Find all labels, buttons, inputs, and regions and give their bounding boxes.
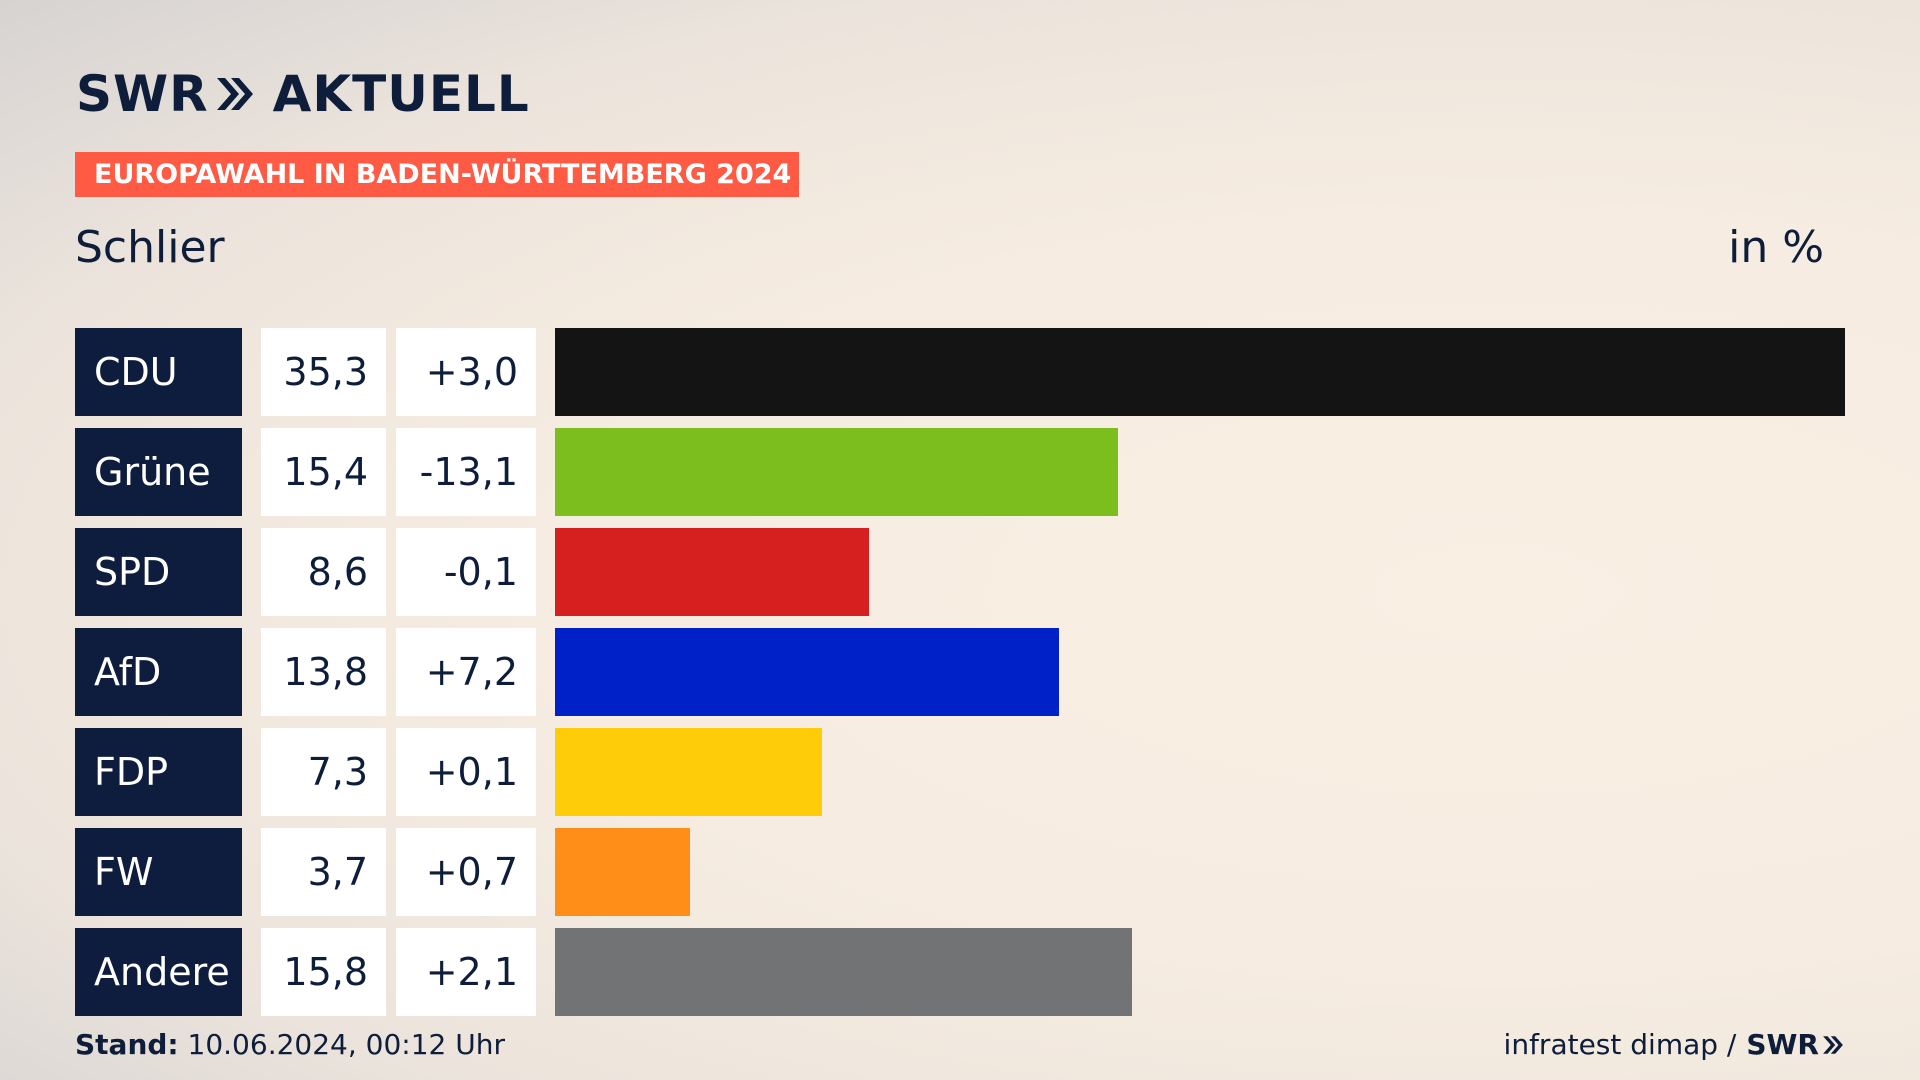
percentage-value: 3,7 — [261, 828, 386, 916]
result-row: AfD 13,8 +7,2 — [75, 628, 1845, 716]
party-label: FW — [75, 828, 242, 916]
election-banner: EUROPAWAHL IN BADEN-WÜRTTEMBERG 2024 — [75, 152, 799, 197]
double-chevron-icon — [215, 74, 255, 114]
change-value: +3,0 — [396, 328, 536, 416]
party-label: CDU — [75, 328, 242, 416]
party-label: Grüne — [75, 428, 242, 516]
change-value: +2,1 — [396, 928, 536, 1016]
party-label: AfD — [75, 628, 242, 716]
percentage-value: 7,3 — [261, 728, 386, 816]
timestamp: Stand: 10.06.2024, 00:12 Uhr — [75, 1028, 505, 1061]
stand-label: Stand: — [75, 1028, 179, 1061]
result-bar — [555, 328, 1845, 416]
result-bar — [555, 728, 822, 816]
percentage-value: 35,3 — [261, 328, 386, 416]
logo-swr-text: SWR — [76, 65, 209, 123]
result-bar — [555, 428, 1118, 516]
result-bar — [555, 928, 1132, 1016]
result-row: SPD 8,6 -0,1 — [75, 528, 1845, 616]
source-credit: infratest dimap / SWR — [1504, 1028, 1844, 1061]
result-row: FW 3,7 +0,7 — [75, 828, 1845, 916]
party-label: Andere — [75, 928, 242, 1016]
change-value: -13,1 — [396, 428, 536, 516]
result-bar — [555, 628, 1059, 716]
party-label: SPD — [75, 528, 242, 616]
change-value: +0,1 — [396, 728, 536, 816]
region-title: Schlier — [75, 222, 225, 273]
percentage-value: 15,4 — [261, 428, 386, 516]
result-row: Andere 15,8 +2,1 — [75, 928, 1845, 1016]
percentage-value: 13,8 — [261, 628, 386, 716]
source-brand: SWR — [1746, 1028, 1844, 1061]
result-row: FDP 7,3 +0,1 — [75, 728, 1845, 816]
change-value: +0,7 — [396, 828, 536, 916]
double-chevron-small-icon — [1823, 1035, 1843, 1054]
swr-aktuell-logo: SWR AKTUELL — [76, 64, 530, 124]
party-label: FDP — [75, 728, 242, 816]
result-row: CDU 35,3 +3,0 — [75, 328, 1845, 416]
percentage-value: 15,8 — [261, 928, 386, 1016]
result-row: Grüne 15,4 -13,1 — [75, 428, 1845, 516]
change-value: +7,2 — [396, 628, 536, 716]
source-brand-text: SWR — [1746, 1028, 1819, 1061]
unit-label: in % — [1728, 222, 1824, 273]
percentage-value: 8,6 — [261, 528, 386, 616]
change-value: -0,1 — [396, 528, 536, 616]
source-text: infratest dimap / — [1503, 1028, 1737, 1061]
stand-value: 10.06.2024, 00:12 Uhr — [187, 1028, 505, 1061]
result-bar — [555, 828, 690, 916]
logo-aktuell-text: AKTUELL — [272, 65, 530, 123]
result-bar — [555, 528, 869, 616]
